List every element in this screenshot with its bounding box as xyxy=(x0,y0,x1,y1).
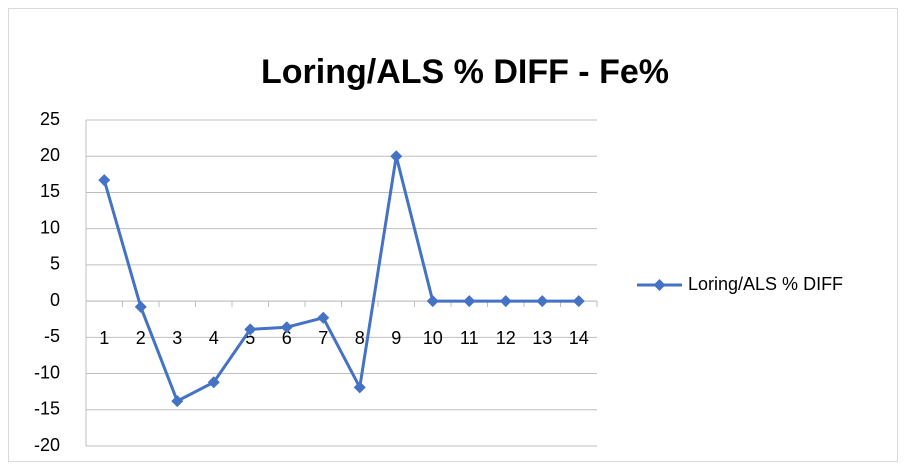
y-tick-label: 20 xyxy=(40,145,60,165)
x-tick-label: 10 xyxy=(423,328,443,348)
x-tick-label: 4 xyxy=(209,328,219,348)
y-tick-label: 5 xyxy=(50,254,60,274)
data-point xyxy=(280,321,293,334)
x-tick-label: 6 xyxy=(282,328,292,348)
data-point xyxy=(536,295,549,308)
data-point xyxy=(171,395,184,408)
data-point xyxy=(463,295,476,308)
data-point xyxy=(390,150,403,163)
x-tick-label: 11 xyxy=(460,328,479,348)
y-tick-label: 15 xyxy=(40,181,60,201)
data-point xyxy=(317,311,330,324)
x-tick-label: 9 xyxy=(391,328,401,348)
legend-marker xyxy=(653,279,666,291)
y-tick-label: -20 xyxy=(34,435,60,455)
x-tick-label: 1 xyxy=(99,328,109,348)
data-point xyxy=(426,295,439,308)
x-tick-label: 3 xyxy=(172,328,182,348)
x-tick-label: 8 xyxy=(355,328,365,348)
y-tick-label: 25 xyxy=(40,109,60,129)
data-point xyxy=(98,174,111,187)
y-tick-label: -15 xyxy=(34,399,60,419)
y-tick-label: -5 xyxy=(44,326,60,346)
x-tick-label: 12 xyxy=(496,328,516,348)
series-line xyxy=(102,154,579,403)
x-tick-label: 2 xyxy=(136,328,146,348)
data-point xyxy=(134,300,147,313)
y-tick-label: 10 xyxy=(40,217,60,237)
legend-label: Loring/ALS % DIFF xyxy=(688,274,843,294)
x-tick-label: 14 xyxy=(569,328,589,348)
x-tick-label: 5 xyxy=(245,328,255,348)
data-point xyxy=(572,295,585,308)
chart-border xyxy=(8,8,898,462)
x-tick-label: 7 xyxy=(318,328,328,348)
chart-title: Loring/ALS % DIFF - Fe% xyxy=(261,53,669,91)
y-tick-label: 0 xyxy=(50,290,60,310)
data-point xyxy=(499,295,512,308)
data-point xyxy=(244,323,257,336)
x-tick-label: 13 xyxy=(532,328,552,348)
y-tick-label: -10 xyxy=(34,362,60,382)
data-point xyxy=(353,381,366,394)
data-point xyxy=(207,376,220,389)
